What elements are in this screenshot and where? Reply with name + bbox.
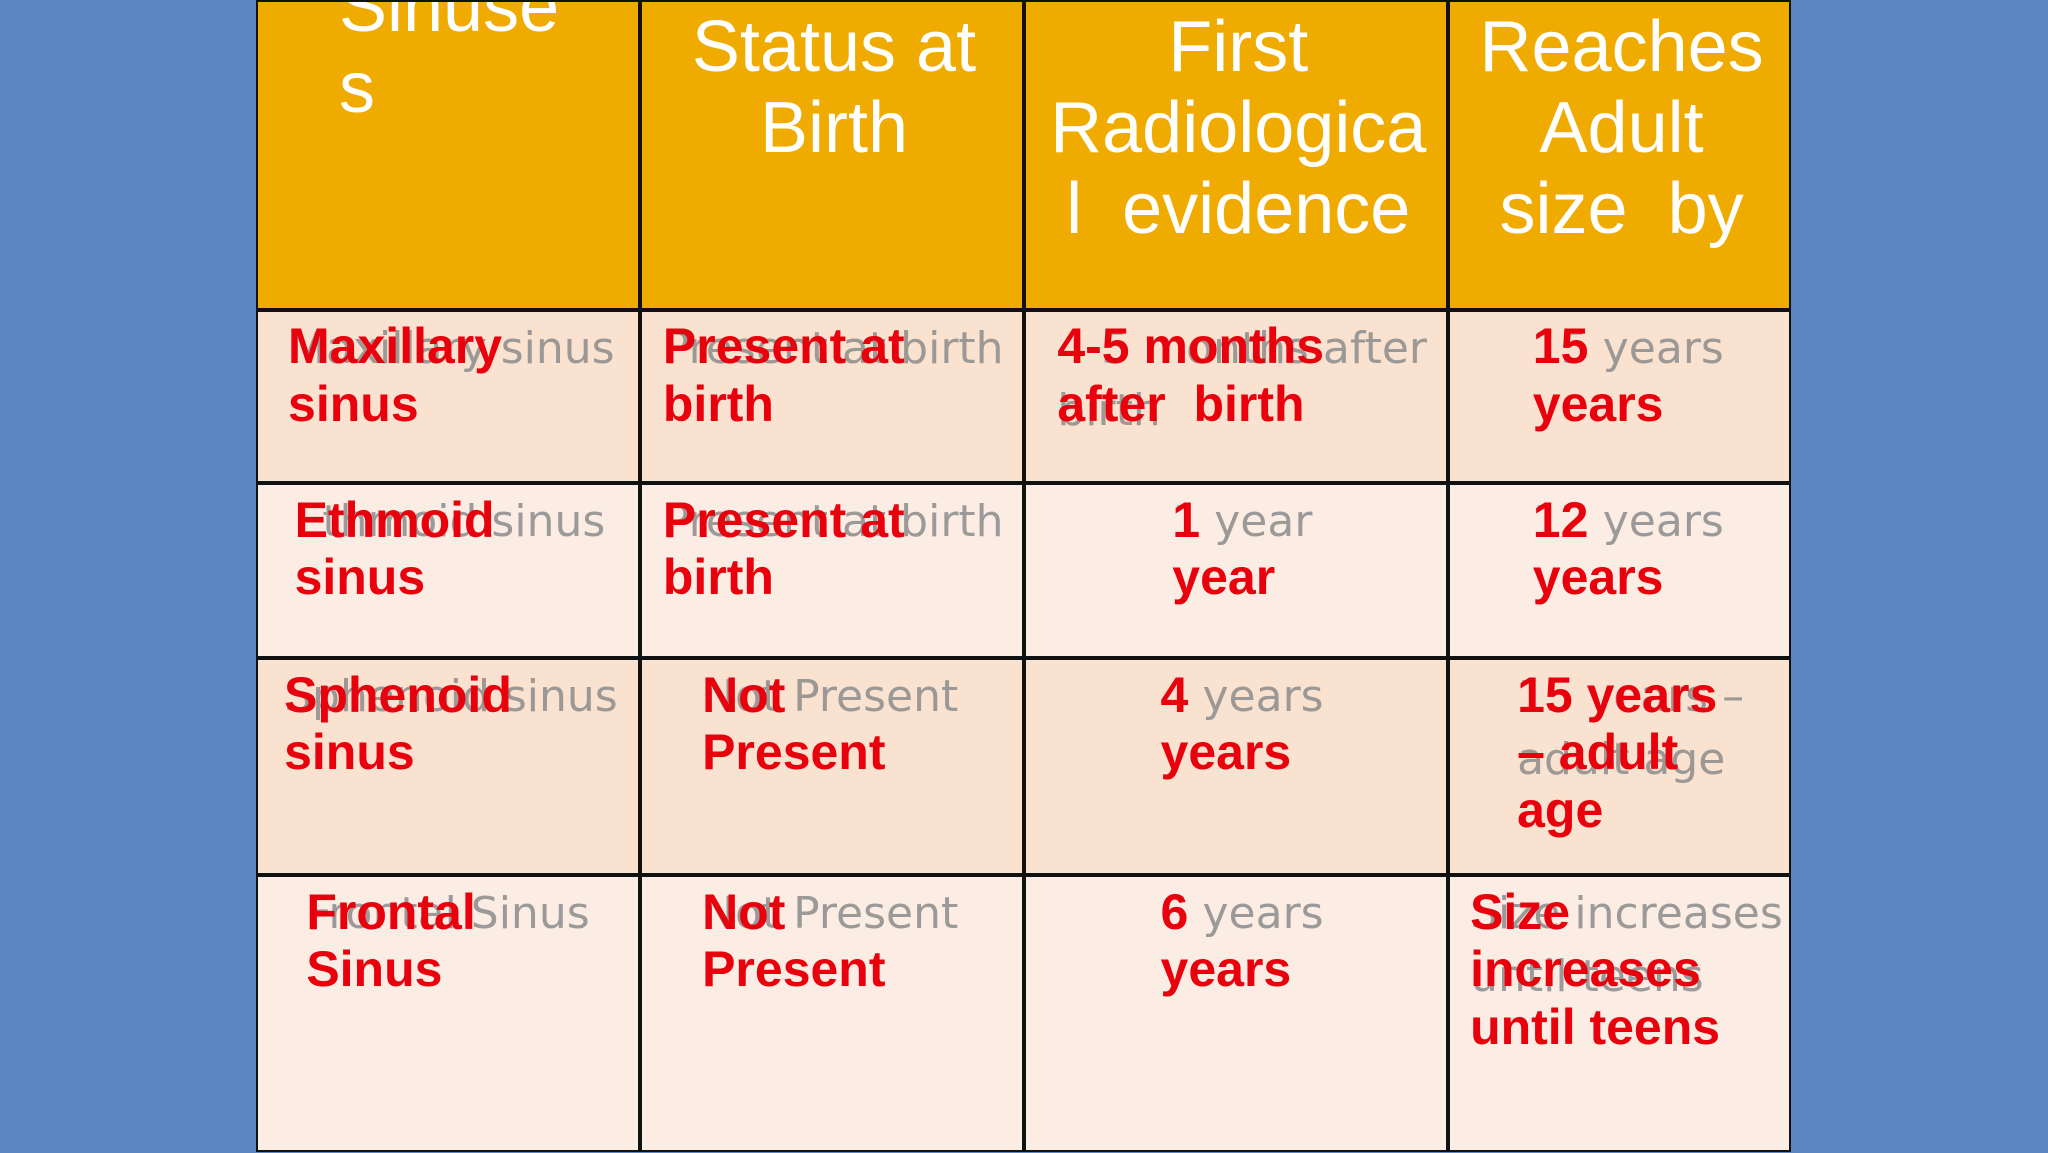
ghost-text: until teens: [1470, 950, 1704, 1002]
cell-text: 4: [1160, 666, 1189, 723]
table-cell: Frontal Sinus Frontal Sinus: [256, 875, 640, 1152]
cell-text: age: [1517, 781, 1604, 838]
table-cell: Ethmoid sinus Ethmoid sinus: [256, 483, 640, 659]
cell-text: Ethmoid: [294, 491, 495, 548]
cell-text: sinus: [288, 375, 419, 432]
ghost-text: 1 year: [1172, 496, 1313, 548]
cell-text: Size: [1470, 883, 1571, 940]
header-cell: Status at Birth: [640, 0, 1024, 310]
cell-text: Present at: [662, 318, 905, 375]
cell-text: 12: [1532, 491, 1589, 548]
cell-text: year: [1172, 549, 1276, 606]
table-cell: 1 year 1 year: [1024, 483, 1449, 659]
cell-text: birth: [662, 549, 774, 606]
header-text: Status at: [691, 7, 977, 88]
cell-text: Sinus: [306, 941, 443, 998]
cell-text: years: [1532, 549, 1664, 606]
cell-text: 15: [1532, 318, 1589, 375]
ghost-text: 15 years –: [1517, 671, 1745, 723]
cell-text: birth: [662, 375, 774, 432]
cell-text: sinus: [294, 549, 426, 606]
ghost-text: 6 years: [1160, 888, 1324, 940]
cell-text: Present: [702, 724, 886, 781]
header-text: Birth: [759, 88, 909, 169]
ghost-text: Not Present: [702, 671, 959, 723]
ghost-text: 12 years: [1532, 496, 1724, 548]
header-cell: Reaches Adult size by: [1448, 0, 1791, 310]
cell-text: Present at: [662, 491, 905, 548]
header-text: Reaches: [1479, 7, 1764, 88]
ghost-text: adult age: [1517, 734, 1726, 786]
cell-text: Not: [702, 883, 786, 940]
ghost-text: Size increases: [1470, 888, 1783, 940]
header-text: Adult: [1539, 88, 1704, 169]
ghost-text: Frontal Sinus: [306, 888, 590, 940]
table-cell: 4-5 months after birth 4-5 months after bir…: [1024, 309, 1449, 484]
cell-text: until teens: [1470, 998, 1721, 1055]
ghost-text: 4-5 months after: [1057, 322, 1428, 374]
table-cell: 4 years 4 years: [1024, 658, 1449, 876]
ghost-text: Sphenoid sinus: [284, 671, 618, 723]
header-text: size by: [1499, 169, 1744, 250]
cell-text: years: [1532, 375, 1664, 432]
header-text: Sinuse: [338, 0, 560, 47]
cell-text: Not: [702, 666, 786, 723]
table-cell: Not Present Not Present: [640, 658, 1024, 876]
table-cell: Present at birth Present at birth: [640, 309, 1024, 484]
ghost-text: 4 years: [1160, 671, 1324, 723]
header-cell: First Radiologica l evidence: [1024, 0, 1449, 310]
header-text: s: [338, 47, 375, 128]
cell-text: years: [1160, 724, 1292, 781]
cell-text: Maxillary: [288, 318, 503, 375]
table-cell: 15 years 15 years: [1448, 309, 1791, 484]
ghost-text: Maxillary sinus: [288, 322, 615, 374]
header-text: Radiologica: [1050, 88, 1427, 169]
cell-text: 4-5 months: [1057, 318, 1325, 375]
cell-text: after birth: [1057, 375, 1305, 432]
table-cell: 6 years 6 years: [1024, 875, 1449, 1152]
header-text: First: [1168, 7, 1309, 88]
header-cell: Sinuse s: [256, 0, 640, 310]
cell-text: Present: [702, 941, 886, 998]
cell-text: Sphenoid: [284, 666, 512, 723]
header-text: l evidence: [1066, 169, 1411, 250]
table-cell: Sphenoid sinus Sphenoid sinus: [256, 658, 640, 876]
ghost-text: 15 years: [1532, 322, 1724, 374]
table-cell: 15 years – adult age 15 years – adult age: [1448, 658, 1791, 876]
table-cell: 12 years 12 years: [1448, 483, 1791, 659]
cell-text: 6: [1160, 883, 1189, 940]
ghost-text: Not Present: [702, 888, 959, 940]
cell-text: sinus: [284, 724, 415, 781]
ghost-text: Ethmoid sinus: [294, 496, 606, 548]
cell-text: Frontal: [306, 883, 476, 940]
table-cell: Size increases until teens Size increases un…: [1448, 875, 1791, 1152]
ghost-text: birth: [1057, 385, 1161, 437]
cell-text: 15 years: [1517, 666, 1718, 723]
ghost-text: Present at birth: [662, 322, 1004, 374]
cell-text: – adult: [1517, 724, 1679, 781]
table-cell: Present at birth Present at birth: [640, 483, 1024, 659]
cell-text: 1: [1172, 491, 1201, 548]
cell-text: increases: [1470, 941, 1701, 998]
table-cell: Maxillary sinus Maxillary sinus: [256, 309, 640, 484]
cell-text: years: [1160, 941, 1292, 998]
ghost-text: Present at birth: [662, 496, 1004, 548]
table-cell: Not Present Not Present: [640, 875, 1024, 1152]
